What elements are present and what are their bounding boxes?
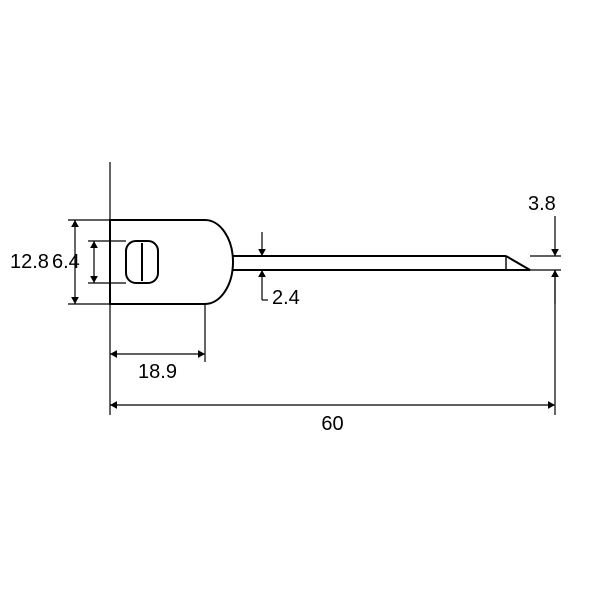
rivet-dome — [205, 220, 233, 304]
dim-24-label: 2.4 — [272, 287, 300, 309]
shaft-tip-bevel — [506, 256, 530, 270]
dim-128-label: 12.8 — [10, 251, 49, 273]
dim-189-label: 18.9 — [138, 361, 177, 383]
dim-38-label: 3.8 — [528, 193, 556, 215]
dim-64-label: 6.4 — [52, 251, 80, 273]
rivet-technical-drawing: 12.86.4 18.9 2.4 3.8 60 — [0, 0, 600, 600]
dim-60-label: 60 — [321, 413, 343, 435]
